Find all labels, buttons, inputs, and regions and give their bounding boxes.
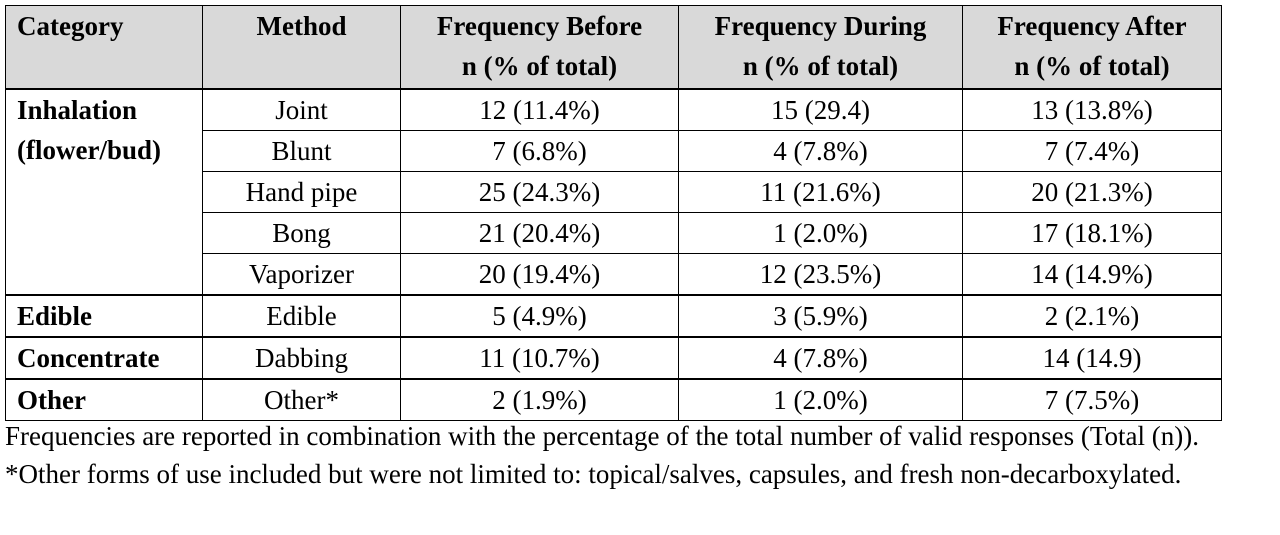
after-cell: 14 (14.9) bbox=[962, 336, 1222, 380]
header-frequency-during: Frequency During n (% of total) bbox=[678, 5, 963, 90]
table-row: Vaporizer 20 (19.4%) 12 (23.5%) 14 (14.9… bbox=[6, 253, 1222, 296]
category-cell-inhalation: Inhalation (flower/bud) bbox=[5, 88, 203, 296]
before-cell: 20 (19.4%) bbox=[400, 253, 679, 296]
header-frequency-before: Frequency Before n (% of total) bbox=[400, 5, 679, 90]
table-footnote: Frequencies are reported in combination … bbox=[5, 421, 1199, 489]
after-cell: 17 (18.1%) bbox=[962, 212, 1222, 254]
after-cell: 20 (21.3%) bbox=[962, 171, 1222, 213]
after-cell: 14 (14.9%) bbox=[962, 253, 1222, 296]
before-cell: 12 (11.4%) bbox=[400, 88, 679, 131]
category-cell-concentrate: Concentrate bbox=[5, 336, 203, 380]
during-cell: 3 (5.9%) bbox=[678, 294, 963, 338]
before-cell: 25 (24.3%) bbox=[400, 171, 679, 213]
during-cell: 12 (23.5%) bbox=[678, 253, 963, 296]
during-cell: 4 (7.8%) bbox=[678, 336, 963, 380]
method-cell: Bong bbox=[202, 212, 401, 254]
before-cell: 5 (4.9%) bbox=[400, 294, 679, 338]
method-cell: Edible bbox=[202, 294, 401, 338]
during-cell: 4 (7.8%) bbox=[678, 130, 963, 172]
method-cell: Hand pipe bbox=[202, 171, 401, 213]
method-cell: Other* bbox=[202, 378, 401, 421]
before-cell: 7 (6.8%) bbox=[400, 130, 679, 172]
table-header-row: Category Method Frequency Before n (% of… bbox=[5, 5, 1222, 90]
method-cell: Dabbing bbox=[202, 336, 401, 380]
before-cell: 21 (20.4%) bbox=[400, 212, 679, 254]
during-cell: 1 (2.0%) bbox=[678, 378, 963, 421]
method-cell: Vaporizer bbox=[202, 253, 401, 296]
table-row: Inhalation (flower/bud) Joint 12 (11.4%)… bbox=[5, 88, 1222, 296]
after-cell: 7 (7.5%) bbox=[962, 378, 1222, 421]
table-row: Bong 21 (20.4%) 1 (2.0%) 17 (18.1%) bbox=[6, 212, 1222, 254]
frequency-table: Category Method Frequency Before n (% of… bbox=[5, 5, 1222, 421]
method-cell: Joint bbox=[202, 88, 401, 131]
table-row: Other Other* 2 (1.9%) 1 (2.0%) 7 (7.5%) bbox=[5, 378, 1222, 421]
after-cell: 13 (13.8%) bbox=[962, 88, 1222, 131]
after-cell: 7 (7.4%) bbox=[962, 130, 1222, 172]
before-cell: 11 (10.7%) bbox=[400, 336, 679, 380]
during-cell: 1 (2.0%) bbox=[678, 212, 963, 254]
category-cell-edible: Edible bbox=[5, 294, 203, 338]
table-row: Concentrate Dabbing 11 (10.7%) 4 (7.8%) … bbox=[5, 336, 1222, 380]
after-cell: 2 (2.1%) bbox=[962, 294, 1222, 338]
method-cell: Blunt bbox=[202, 130, 401, 172]
during-cell: 11 (21.6%) bbox=[678, 171, 963, 213]
category-cell-other: Other bbox=[5, 378, 203, 421]
header-category: Category bbox=[5, 5, 203, 90]
header-frequency-after: Frequency After n (% of total) bbox=[962, 5, 1222, 90]
before-cell: 2 (1.9%) bbox=[400, 378, 679, 421]
table-row: Edible Edible 5 (4.9%) 3 (5.9%) 2 (2.1%) bbox=[5, 294, 1222, 338]
during-cell: 15 (29.4) bbox=[678, 88, 963, 131]
header-method: Method bbox=[202, 5, 401, 90]
